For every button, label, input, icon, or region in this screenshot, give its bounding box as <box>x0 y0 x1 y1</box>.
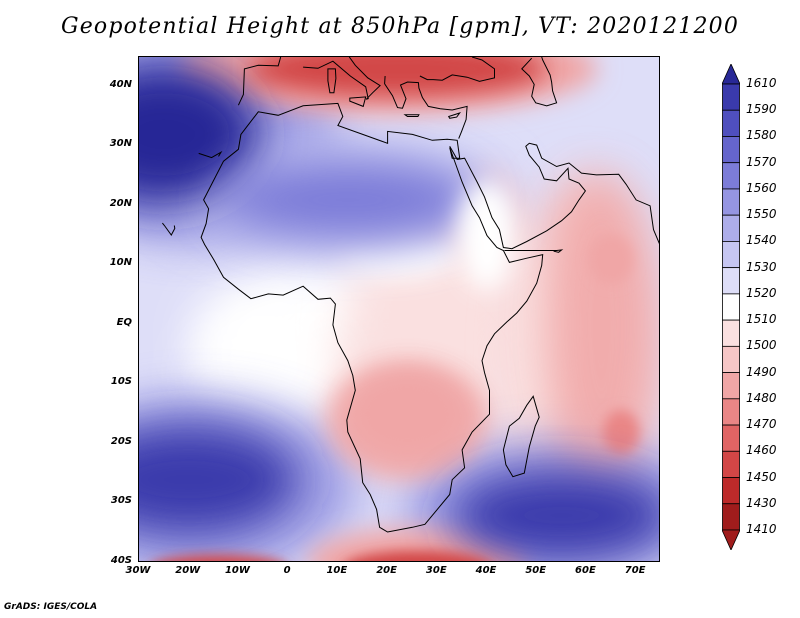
colorbar-label: 1540 <box>746 233 777 248</box>
colorbar-bottom-triangle <box>721 529 741 551</box>
africa-coastline <box>200 102 544 533</box>
field-south-atlantic-high <box>139 424 299 535</box>
colorbar-box <box>722 503 740 531</box>
colorbar-label: 1430 <box>746 495 777 510</box>
cape-verde-coastline <box>162 222 176 236</box>
colorbar-label: 1590 <box>746 102 777 117</box>
colorbar-label: 1460 <box>746 443 777 458</box>
crete-coastline <box>403 114 420 117</box>
x-tick-label: 20W <box>175 565 201 576</box>
x-tick-label: 0 <box>283 565 291 576</box>
colorbar-label: 1580 <box>746 128 777 143</box>
y-tick-label: 30S <box>110 495 132 507</box>
colorbar-box <box>722 477 740 505</box>
coastlines <box>162 57 659 533</box>
canary-islands-coastline <box>198 150 223 159</box>
x-tick-label: 20E <box>376 565 397 576</box>
colorbar-box <box>722 267 740 295</box>
black-sea-south-coastline <box>419 57 495 82</box>
colorbar-label: 1510 <box>746 312 777 327</box>
y-tick-label: 40N <box>109 78 132 90</box>
field-southern-ocean-low-west <box>160 554 277 561</box>
x-tick-label: 40E <box>475 565 497 576</box>
colorbar <box>721 63 741 551</box>
colorbar-top-triangle <box>721 63 741 85</box>
colorbar-label: 1500 <box>746 338 777 353</box>
x-tick-label: 50E <box>525 565 547 576</box>
y-tick-label: 20N <box>109 197 132 209</box>
grads-credit: GrADS: IGES/COLA <box>4 602 98 612</box>
iberia-coastline <box>237 57 282 106</box>
geopotential-field <box>139 57 659 561</box>
field-southern-ocean-low-east <box>350 550 485 561</box>
colorbar-box <box>722 83 740 111</box>
y-tick-label: 30N <box>109 138 132 150</box>
sicily-coastline <box>349 96 367 108</box>
field-subtropical-high-north-atlantic <box>139 64 259 205</box>
field-south-indian-high <box>451 470 659 561</box>
colorbar-label: 1470 <box>746 417 777 432</box>
x-tick-label: 60E <box>575 565 596 576</box>
colorbar-box <box>722 319 740 347</box>
x-tick-label: 30W <box>125 565 151 576</box>
y-tick-label: EQ <box>116 316 132 328</box>
colorbar-box <box>722 372 740 400</box>
y-tick-label: 20S <box>110 435 132 447</box>
socotra-coastline <box>504 249 564 253</box>
colorbar-box <box>722 136 740 164</box>
cyprus-coastline <box>447 112 462 119</box>
chart-title: Geopotential Height at 850hPa [gpm], VT:… <box>60 14 740 39</box>
italy-coastline <box>303 57 381 100</box>
colorbar-label: 1450 <box>746 469 777 484</box>
colorbar-label: 1610 <box>746 76 777 90</box>
colorbar-box <box>722 424 740 452</box>
eastern-med-coastline <box>384 75 468 139</box>
corsica-sardinia-coastline <box>327 68 337 94</box>
x-tick-label: 10E <box>326 565 348 576</box>
colorbar-label: 1570 <box>746 154 777 169</box>
colorbar-box <box>722 241 740 269</box>
colorbar-box <box>722 188 740 216</box>
colorbar-box <box>722 162 740 190</box>
colorbar-label: 1480 <box>746 390 777 405</box>
madagascar-coastline <box>502 395 540 478</box>
y-tick-label: 40S <box>110 555 132 566</box>
field-southern-africa-low <box>352 374 463 455</box>
map-canvas <box>139 57 659 561</box>
y-tick-label: 10S <box>110 376 132 388</box>
colorbar-box <box>722 398 740 426</box>
colorbar-label: 1530 <box>746 259 777 274</box>
colorbar-box <box>722 345 740 373</box>
colorbar-box <box>722 214 740 242</box>
map-frame <box>138 56 660 562</box>
colorbar-label: 1490 <box>746 364 777 379</box>
arabia-coastline <box>449 142 659 250</box>
colorbar-label: 1410 <box>746 522 777 536</box>
colorbar-box <box>722 293 740 321</box>
field-madagascar-east-low <box>603 410 640 455</box>
field-mediterranean-low <box>247 57 548 97</box>
field-ridge-sahara <box>217 159 478 240</box>
field-arabian-sea-low <box>589 234 634 285</box>
colorbar-label: 1550 <box>746 207 777 222</box>
x-tick-label: 70E <box>624 565 646 576</box>
colorbar-box <box>722 109 740 137</box>
colorbar-label: 1520 <box>746 285 777 300</box>
x-tick-label: 10W <box>224 565 250 576</box>
colorbar-label: 1560 <box>746 180 777 195</box>
colorbar-box <box>722 450 740 478</box>
caspian-coastline <box>521 57 558 107</box>
y-tick-label: 10N <box>109 257 132 269</box>
colorbar-svg <box>721 63 741 551</box>
x-tick-label: 30E <box>425 565 447 576</box>
